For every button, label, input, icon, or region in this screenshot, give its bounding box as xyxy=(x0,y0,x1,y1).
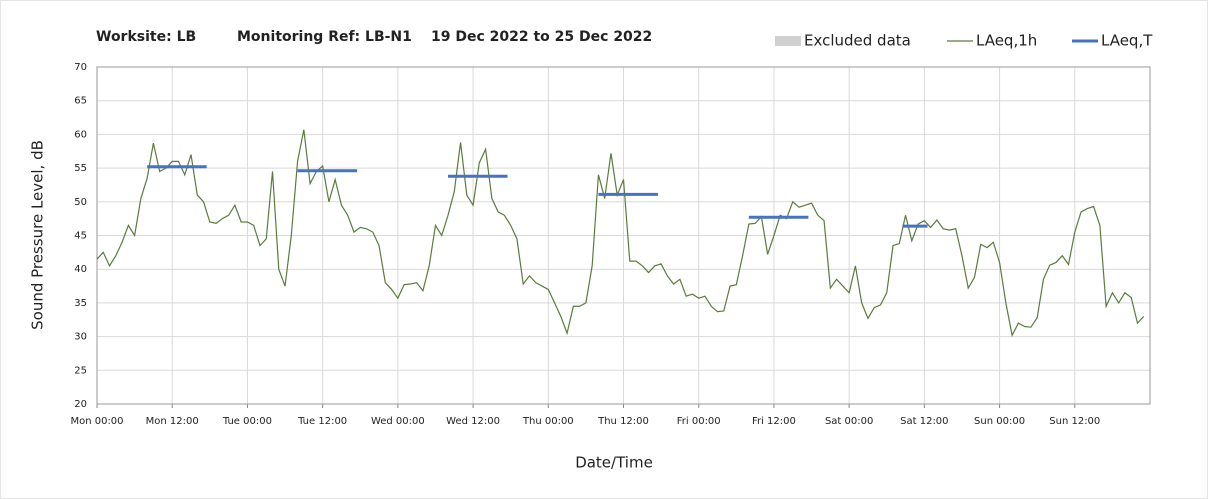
y-tick-label: 55 xyxy=(74,163,87,174)
x-tick-label: Mon 12:00 xyxy=(146,416,199,427)
y-tick-label: 65 xyxy=(74,96,87,107)
x-tick-label: Sat 00:00 xyxy=(825,416,873,427)
x-tick-label: Thu 00:00 xyxy=(522,416,574,427)
y-tick-label: 45 xyxy=(74,231,87,242)
x-tick-label: Fri 12:00 xyxy=(752,416,796,427)
x-tick-label: Tue 12:00 xyxy=(297,416,347,427)
y-tick-label: 30 xyxy=(74,332,87,343)
x-tick-label: Wed 00:00 xyxy=(371,416,425,427)
title-worksite: Worksite: LB xyxy=(96,29,196,45)
x-tick-label: Thu 12:00 xyxy=(597,416,649,427)
legend-label: Excluded data xyxy=(804,32,911,50)
y-tick-label: 50 xyxy=(74,197,87,208)
y-tick-label: 40 xyxy=(74,264,87,275)
y-tick-label: 35 xyxy=(74,298,87,309)
x-tick-label: Mon 00:00 xyxy=(70,416,123,427)
x-tick-label: Sat 12:00 xyxy=(900,416,948,427)
plot-border xyxy=(96,66,1151,405)
x-tick-label: Sun 00:00 xyxy=(974,416,1025,427)
legend-label: LAeq,1h xyxy=(976,32,1037,50)
legend-label: LAeq,T xyxy=(1101,32,1153,50)
y-tick-label: 20 xyxy=(74,399,87,410)
x-tick-label: Wed 12:00 xyxy=(446,416,500,427)
x-axis-label: Date/Time xyxy=(575,454,653,472)
y-axis-label: Sound Pressure Level, dB xyxy=(29,140,47,330)
title-dates: 19 Dec 2022 to 25 Dec 2022 xyxy=(431,29,652,45)
y-tick-label: 60 xyxy=(74,129,87,140)
y-tick-label: 70 xyxy=(74,62,87,73)
legend-swatch xyxy=(775,36,801,46)
y-tick-label: 25 xyxy=(74,365,87,376)
x-tick-label: Sun 12:00 xyxy=(1049,416,1100,427)
x-tick-label: Tue 00:00 xyxy=(222,416,272,427)
x-tick-label: Fri 00:00 xyxy=(677,416,721,427)
title-ref: Monitoring Ref: LB-N1 xyxy=(237,29,412,45)
series-line xyxy=(96,129,1145,338)
